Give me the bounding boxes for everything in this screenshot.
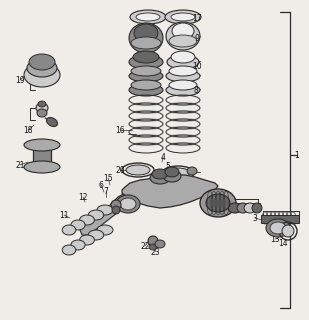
- Ellipse shape: [27, 59, 57, 77]
- Ellipse shape: [200, 189, 236, 217]
- Ellipse shape: [24, 63, 60, 87]
- Ellipse shape: [148, 236, 158, 246]
- Text: 2: 2: [216, 193, 220, 202]
- Ellipse shape: [88, 210, 104, 220]
- Ellipse shape: [37, 109, 47, 117]
- Ellipse shape: [166, 22, 200, 50]
- Ellipse shape: [131, 37, 161, 49]
- Ellipse shape: [166, 168, 190, 178]
- Ellipse shape: [244, 203, 256, 213]
- Text: 13: 13: [270, 235, 280, 244]
- Polygon shape: [203, 188, 224, 214]
- Ellipse shape: [165, 167, 179, 177]
- Ellipse shape: [24, 161, 60, 173]
- Ellipse shape: [172, 23, 194, 39]
- Ellipse shape: [155, 240, 165, 248]
- Ellipse shape: [165, 10, 201, 24]
- Ellipse shape: [129, 23, 163, 53]
- Ellipse shape: [152, 169, 168, 179]
- Bar: [228, 203, 260, 211]
- Ellipse shape: [62, 225, 76, 235]
- Text: 8: 8: [194, 85, 198, 94]
- Text: 16: 16: [115, 125, 125, 134]
- Ellipse shape: [88, 230, 104, 240]
- Text: 18: 18: [23, 125, 33, 134]
- Text: 12: 12: [78, 193, 88, 202]
- Text: 3: 3: [252, 213, 257, 222]
- Ellipse shape: [46, 117, 57, 127]
- Ellipse shape: [129, 84, 163, 96]
- Ellipse shape: [169, 35, 197, 47]
- Text: 19: 19: [15, 76, 25, 84]
- Ellipse shape: [111, 200, 121, 210]
- Ellipse shape: [36, 103, 48, 113]
- Text: 20: 20: [115, 165, 125, 174]
- Ellipse shape: [97, 225, 113, 235]
- Text: 9: 9: [195, 34, 199, 43]
- Polygon shape: [122, 175, 218, 208]
- Ellipse shape: [80, 235, 95, 245]
- Ellipse shape: [112, 206, 120, 214]
- Bar: [261, 215, 299, 223]
- Ellipse shape: [149, 244, 157, 250]
- Text: 7: 7: [104, 187, 108, 196]
- Text: 11: 11: [59, 211, 69, 220]
- Ellipse shape: [163, 170, 181, 182]
- Text: 4: 4: [161, 153, 165, 162]
- Ellipse shape: [129, 55, 163, 69]
- Ellipse shape: [171, 13, 195, 21]
- Ellipse shape: [133, 51, 159, 63]
- Ellipse shape: [126, 165, 150, 175]
- Ellipse shape: [206, 194, 230, 212]
- Ellipse shape: [29, 54, 55, 70]
- Ellipse shape: [120, 198, 136, 210]
- Ellipse shape: [24, 139, 60, 151]
- Text: 10: 10: [192, 61, 202, 70]
- Ellipse shape: [136, 13, 160, 21]
- Text: 14: 14: [278, 238, 288, 247]
- Ellipse shape: [228, 203, 242, 213]
- Text: 5: 5: [166, 162, 171, 171]
- Text: 1: 1: [294, 150, 299, 159]
- Text: 22: 22: [140, 242, 150, 251]
- Ellipse shape: [129, 70, 163, 82]
- Ellipse shape: [131, 66, 161, 76]
- Ellipse shape: [171, 51, 195, 63]
- Ellipse shape: [150, 172, 170, 184]
- Ellipse shape: [116, 195, 140, 213]
- Ellipse shape: [71, 220, 85, 230]
- Text: 17: 17: [192, 13, 202, 22]
- Ellipse shape: [134, 24, 158, 42]
- Ellipse shape: [166, 70, 200, 82]
- Ellipse shape: [38, 101, 46, 107]
- Ellipse shape: [237, 203, 249, 213]
- Bar: [33, 145, 51, 167]
- Ellipse shape: [270, 222, 286, 234]
- Ellipse shape: [169, 66, 197, 76]
- Text: 6: 6: [99, 180, 104, 189]
- Ellipse shape: [166, 84, 200, 96]
- Ellipse shape: [187, 167, 197, 175]
- Ellipse shape: [169, 80, 197, 90]
- Ellipse shape: [282, 225, 294, 237]
- Ellipse shape: [62, 245, 76, 255]
- Ellipse shape: [131, 80, 161, 90]
- Text: 21: 21: [15, 161, 25, 170]
- Text: 15: 15: [103, 173, 113, 182]
- Ellipse shape: [71, 240, 85, 250]
- Ellipse shape: [130, 10, 166, 24]
- Polygon shape: [80, 193, 133, 235]
- Ellipse shape: [97, 205, 113, 215]
- Ellipse shape: [266, 219, 290, 237]
- Ellipse shape: [167, 55, 199, 69]
- Ellipse shape: [252, 203, 262, 213]
- Ellipse shape: [80, 215, 95, 225]
- Text: 23: 23: [150, 247, 160, 257]
